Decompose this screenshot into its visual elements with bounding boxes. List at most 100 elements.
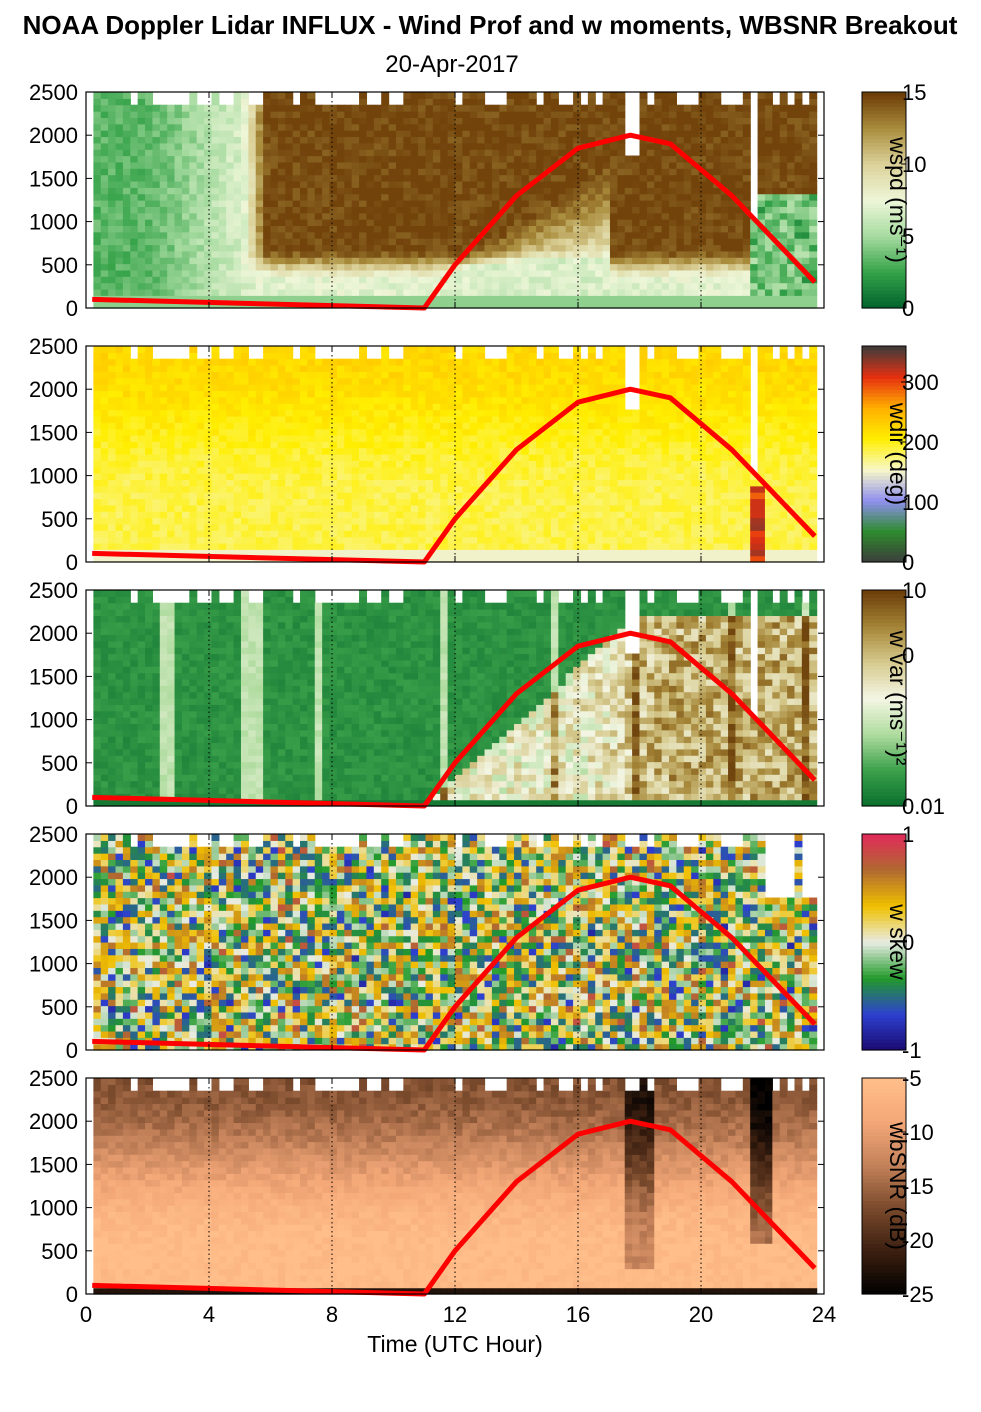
heatmap-cell: [204, 409, 213, 417]
heatmap-cell: [683, 250, 692, 258]
heatmap-cell: [757, 161, 766, 169]
heatmap-cell: [226, 250, 235, 258]
heatmap-cell: [270, 174, 279, 182]
heatmap-cell: [226, 212, 235, 220]
heatmap-cell: [196, 231, 205, 239]
heatmap-cell: [373, 371, 382, 379]
heatmap-cell: [528, 161, 537, 169]
heatmap-cell: [145, 403, 154, 411]
heatmap-cell: [248, 523, 257, 531]
heatmap-cell: [130, 257, 139, 265]
heatmap-cell: [499, 295, 508, 303]
heatmap-cell: [130, 536, 139, 544]
heatmap-cell: [322, 104, 331, 112]
heatmap-cell: [514, 263, 523, 271]
heatmap-cell: [366, 295, 375, 303]
heatmap-cell: [418, 174, 427, 182]
heatmap-cell: [477, 238, 486, 246]
heatmap-cell: [779, 123, 788, 131]
heatmap-cell: [122, 441, 131, 449]
heatmap-cell: [285, 403, 294, 411]
heatmap-cell: [750, 257, 759, 265]
heatmap-cell: [314, 244, 323, 252]
heatmap-cell: [307, 155, 316, 163]
heatmap-cell: [742, 263, 751, 271]
heatmap-cell: [240, 517, 249, 525]
heatmap-cell: [543, 282, 552, 290]
heatmap-cell: [573, 174, 582, 182]
heatmap-cell: [322, 276, 331, 284]
heatmap-cell: [255, 371, 264, 379]
heatmap-cell: [226, 231, 235, 239]
heatmap-cell: [211, 422, 220, 430]
heatmap-cell: [263, 231, 272, 239]
heatmap-cell: [314, 390, 323, 398]
heatmap-cell: [794, 244, 803, 252]
heatmap-cell: [300, 136, 308, 144]
heatmap-cell: [565, 136, 574, 144]
heatmap-cell: [558, 250, 567, 258]
heatmap-cell: [108, 422, 117, 430]
heatmap-cell: [469, 206, 478, 214]
heatmap-cell: [204, 136, 213, 144]
heatmap-cell: [661, 123, 670, 131]
heatmap-cell: [122, 206, 131, 214]
heatmap-cell: [418, 371, 427, 379]
heatmap-cell: [514, 225, 523, 233]
heatmap-cell: [521, 104, 530, 112]
heatmap-cell: [388, 238, 397, 246]
heatmap-cell: [447, 250, 456, 258]
heatmap-cell: [204, 130, 213, 138]
heatmap-cell: [462, 479, 471, 487]
heatmap-cell: [270, 231, 279, 239]
heatmap-cell: [801, 238, 810, 246]
heatmap-cell: [735, 161, 744, 169]
heatmap-cell: [351, 485, 360, 493]
heatmap-cell: [440, 117, 449, 125]
heatmap-cell: [292, 111, 301, 119]
heatmap-cell: [322, 231, 331, 239]
heatmap-cell: [469, 117, 478, 125]
heatmap-cell: [432, 473, 441, 481]
heatmap-cell: [455, 282, 463, 290]
heatmap-cell: [447, 390, 456, 398]
heatmap-cell: [174, 504, 183, 512]
heatmap-cell: [322, 174, 331, 182]
colorbar-swatch: [862, 146, 906, 151]
heatmap-cell: [159, 257, 168, 265]
heatmap-cell: [189, 244, 198, 252]
heatmap-cell: [277, 454, 286, 461]
heatmap-cell: [432, 415, 441, 423]
heatmap-cell: [432, 263, 441, 271]
heatmap-cell: [654, 193, 663, 201]
heatmap-cell: [137, 92, 146, 99]
heatmap-cell: [336, 523, 345, 531]
heatmap-cell: [514, 98, 523, 106]
heatmap-cell: [248, 549, 257, 557]
heatmap-cell: [167, 200, 176, 207]
heatmap-cell: [388, 371, 397, 379]
heatmap-cell: [550, 98, 559, 106]
heatmap-cell: [455, 549, 463, 557]
heatmap-cell: [418, 206, 427, 214]
heatmap-cell: [381, 415, 390, 423]
heatmap-cell: [506, 117, 515, 125]
heatmap-cell: [211, 269, 220, 277]
heatmap-cell: [204, 174, 213, 182]
heatmap-cell: [720, 231, 729, 239]
heatmap-cell: [669, 244, 677, 252]
heatmap-cell: [447, 447, 456, 455]
heatmap-cell: [455, 212, 463, 220]
colorbar-label: wspd (ms⁻¹): [885, 136, 911, 263]
heatmap-cell: [329, 454, 338, 461]
heatmap-cell: [624, 225, 633, 233]
heatmap-cell: [624, 276, 633, 284]
heatmap-cell: [698, 250, 707, 258]
heatmap-cell: [661, 288, 670, 296]
heatmap-cell: [218, 542, 227, 550]
heatmap-cell: [196, 212, 205, 220]
heatmap-cell: [152, 174, 161, 182]
heatmap-cell: [550, 149, 559, 157]
heatmap-cell: [366, 111, 375, 119]
